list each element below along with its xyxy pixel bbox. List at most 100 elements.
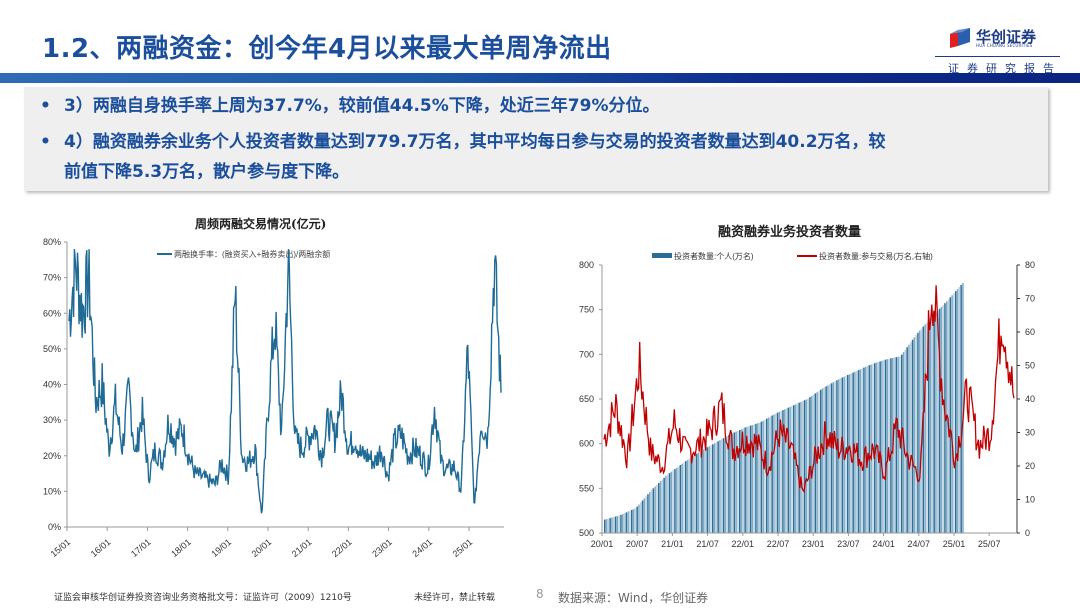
investor-bar <box>643 498 646 533</box>
investor-bar <box>866 366 869 533</box>
investor-bar <box>703 449 705 533</box>
investor-bar <box>609 518 611 533</box>
header-bar <box>0 73 1080 83</box>
investor-bar <box>636 506 638 533</box>
investor-bar <box>726 436 728 533</box>
investor-bar <box>629 510 631 533</box>
trading-investor-line <box>603 285 1015 494</box>
investor-bar <box>778 411 781 533</box>
investor-bar <box>762 420 764 533</box>
y2-tick-label: 0 <box>1025 528 1030 538</box>
x-tick-label: 18/01 <box>169 537 193 559</box>
investor-bar <box>924 324 926 533</box>
investor-bar <box>699 451 701 533</box>
investor-bar <box>715 442 718 533</box>
x-tick-label: 22/01 <box>732 539 755 549</box>
investor-bar <box>622 514 624 533</box>
investor-bar <box>915 334 917 533</box>
investor-bar <box>683 462 685 533</box>
x-tick-label: 24/01 <box>872 539 895 549</box>
investor-bar <box>791 406 793 533</box>
bullet-item: • 4）融资融券余业务个人投资者数量达到779.7万名，其中平均每日参与交易的投资… <box>40 127 886 157</box>
investor-bar <box>724 437 727 533</box>
investor-bar <box>901 354 903 533</box>
y2-tick-label: 10 <box>1025 495 1035 505</box>
investor-bar <box>728 435 730 533</box>
investor-bar <box>690 457 692 533</box>
investor-bar <box>767 417 770 533</box>
investor-bar <box>638 504 640 533</box>
investor-bar <box>883 360 885 533</box>
investor-bar <box>611 517 613 533</box>
y-tick-label: 50% <box>43 344 61 354</box>
x-tick-label: 25/01 <box>451 537 475 559</box>
investor-bar <box>798 402 800 533</box>
investor-bar <box>764 419 766 533</box>
investor-bar <box>623 513 626 533</box>
investor-bar <box>911 339 914 533</box>
x-tick-label: 22/07 <box>767 539 790 549</box>
bullet-marker: • <box>40 132 51 152</box>
page-title: 1.2、两融资金：创今年4月以来最大单周净流出 <box>42 34 612 64</box>
investor-bar <box>782 410 784 533</box>
investor-bar <box>674 469 676 533</box>
investor-bar <box>958 287 961 533</box>
investor-bar <box>766 418 768 533</box>
investor-bar <box>818 390 820 533</box>
investor-bar <box>830 383 833 533</box>
y-tick-label: 650 <box>579 394 594 404</box>
chart-title-investors: 融资融券业务投资者数量 <box>718 225 862 240</box>
investor-bar <box>820 389 822 533</box>
x-tick-label: 20/01 <box>250 537 274 559</box>
investor-bar <box>717 441 719 533</box>
y-tick-label: 10% <box>43 486 61 496</box>
investor-bar <box>937 310 939 533</box>
investor-bar <box>825 386 827 533</box>
legend-label: 投资者数量:个人(万名) <box>674 251 754 261</box>
x-tick-label: 20/01 <box>591 539 614 549</box>
investor-bar <box>757 423 759 533</box>
investor-bar <box>661 479 664 533</box>
investor-bar <box>613 517 615 533</box>
y2-tick-label: 60 <box>1025 327 1035 337</box>
bullet-marker: • <box>40 96 51 116</box>
investor-bar <box>793 405 795 533</box>
y2-tick-label: 50 <box>1025 361 1035 371</box>
x-tick-label: 21/01 <box>661 539 684 549</box>
investor-bar <box>654 486 656 533</box>
investor-bar <box>839 378 842 533</box>
investor-bar <box>695 453 698 533</box>
summary-box: • 3）两融自身换手率上周为37.7%，较前值44.5%下降，处近三年79%分位。… <box>24 87 1048 191</box>
y-tick-label: 0% <box>48 522 61 532</box>
bullet-text: 前值下降5.3万名，散户参与度下降。 <box>64 162 350 182</box>
investor-bar <box>832 382 835 533</box>
investor-bar <box>627 511 629 533</box>
investor-bar <box>749 425 752 533</box>
investor-bar <box>789 406 791 533</box>
investor-bar <box>827 385 829 533</box>
investor-bar <box>758 422 761 533</box>
y-tick-label: 800 <box>579 260 594 270</box>
investor-bar <box>926 322 928 533</box>
logo-cube-icon <box>950 28 970 48</box>
investor-bar <box>823 387 826 533</box>
x-tick-label: 15/01 <box>49 537 73 559</box>
investor-bar <box>935 312 937 533</box>
y-tick-label: 40% <box>43 380 61 390</box>
x-tick-label: 21/01 <box>290 537 314 559</box>
investor-bar <box>656 484 658 533</box>
investor-bar <box>645 496 647 533</box>
investor-bar <box>947 299 950 533</box>
y-tick-label: 550 <box>579 483 594 493</box>
investor-bar <box>679 465 682 533</box>
investor-bar <box>744 427 746 533</box>
y-tick-label: 30% <box>43 415 61 425</box>
investor-bar <box>776 412 779 533</box>
investor-bar <box>755 423 757 533</box>
investor-bar <box>897 356 899 533</box>
legend-label: 投资者数量:参与交易(万名,右轴) <box>819 251 933 261</box>
investor-bar <box>697 452 700 533</box>
investor-bar <box>906 347 908 533</box>
investor-bar <box>805 399 808 533</box>
investor-bar <box>733 432 736 533</box>
